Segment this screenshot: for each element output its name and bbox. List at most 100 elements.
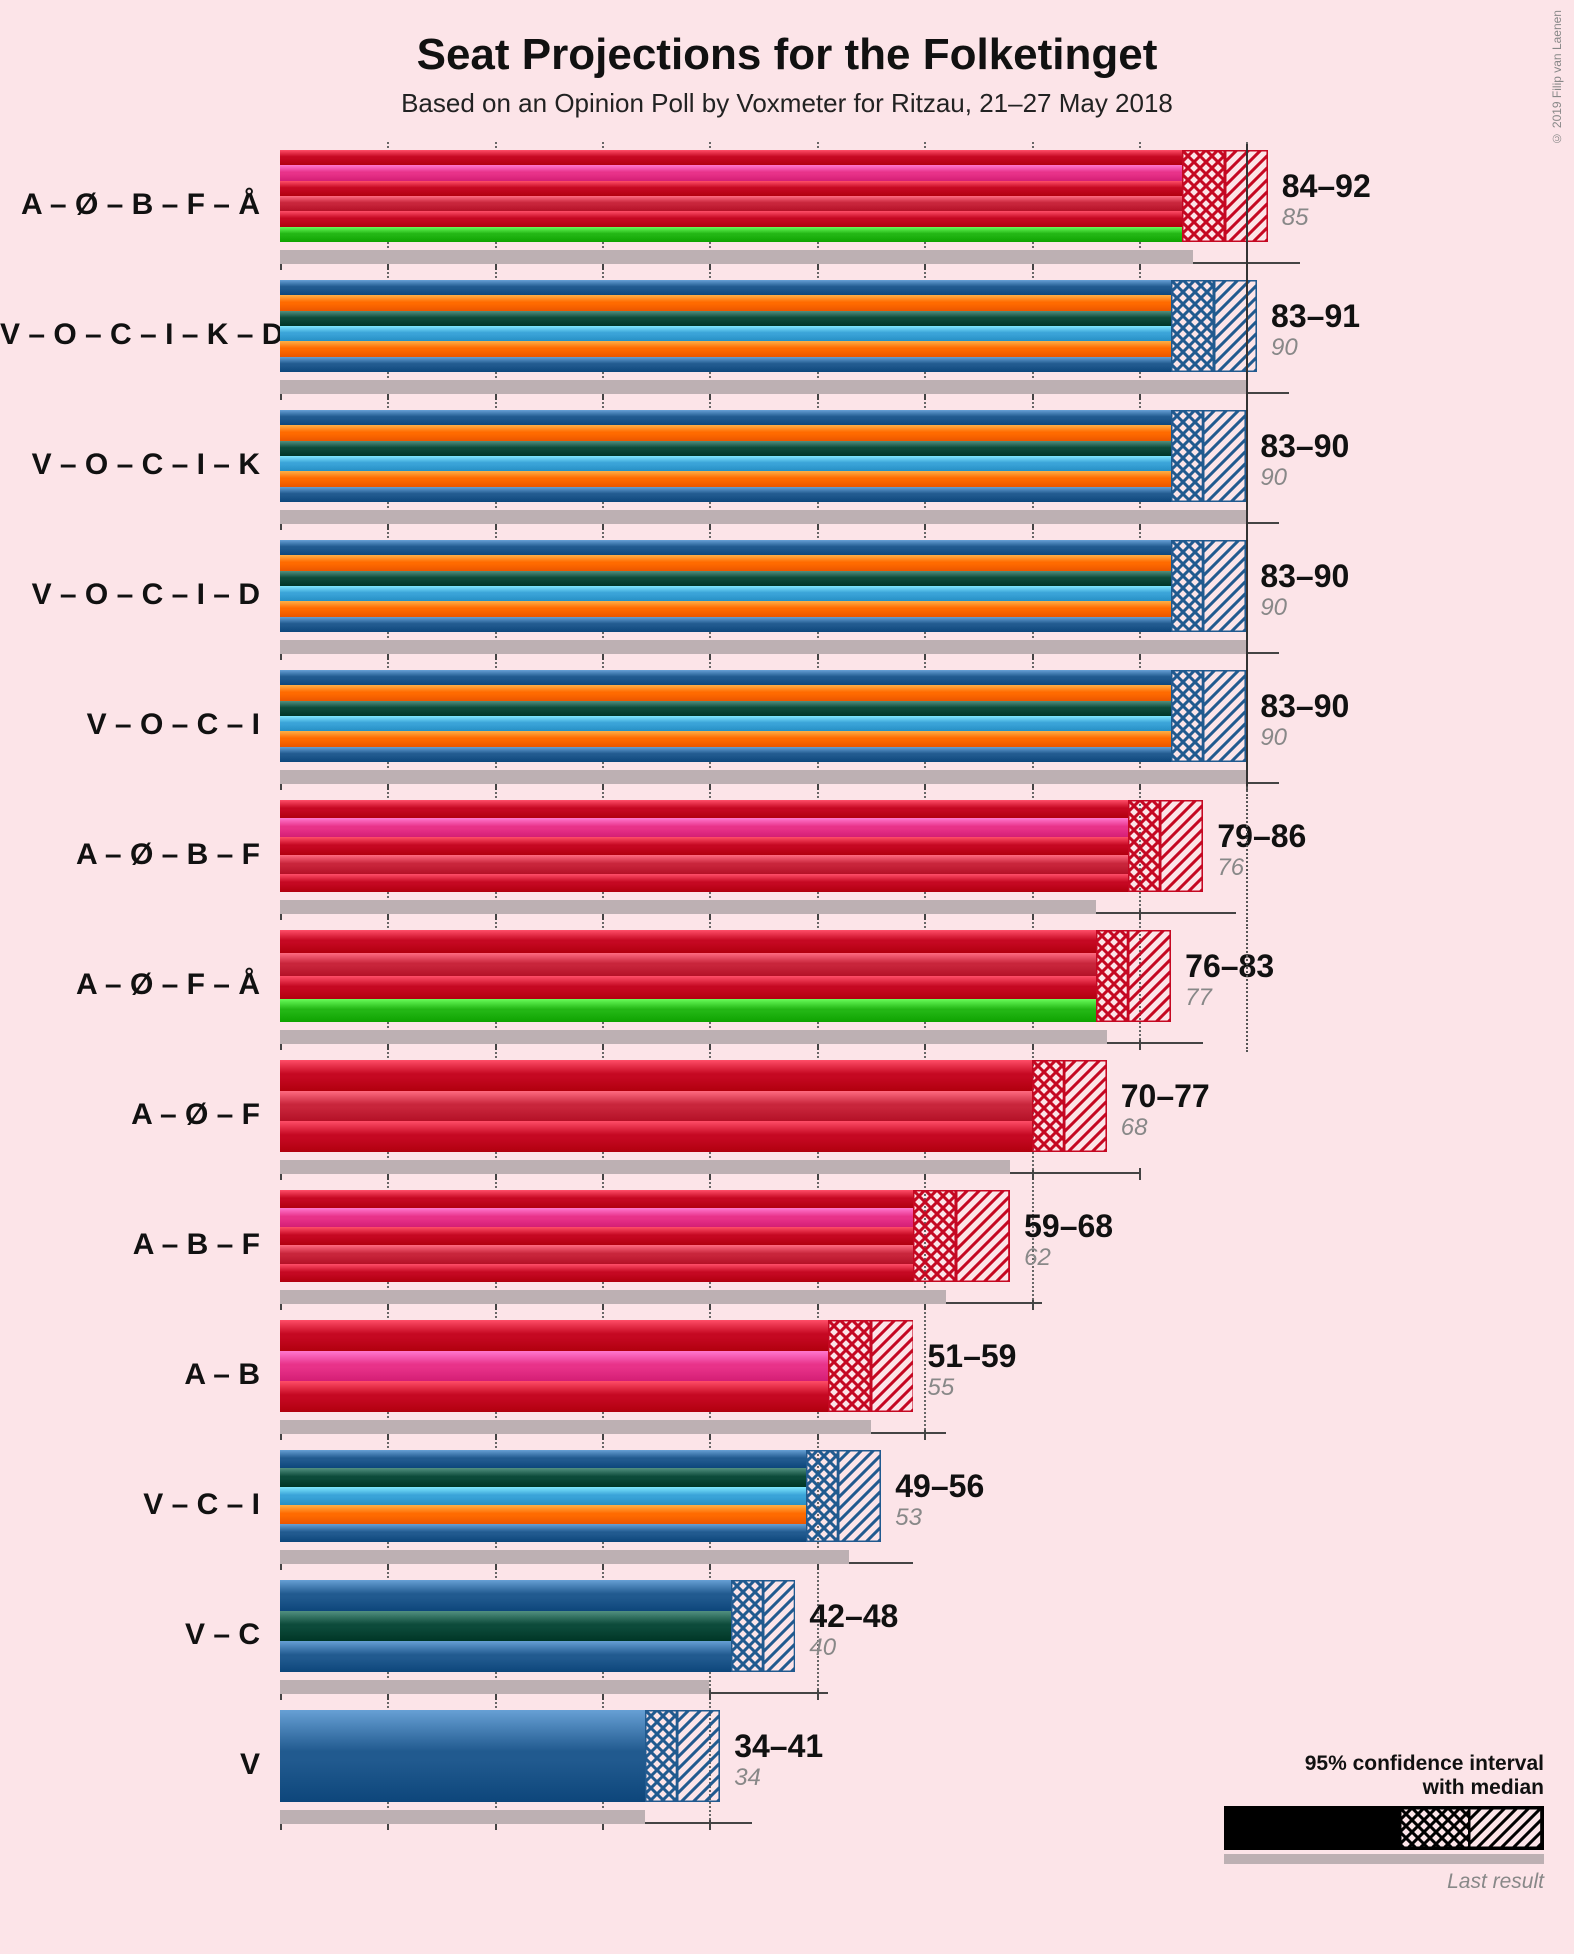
last-result-bar [280,640,1246,654]
last-result-label: 85 [1282,204,1309,232]
party-stripe [280,326,1171,341]
ci-low-median [731,1580,763,1672]
party-stripe [280,1611,731,1642]
coalition-label: A – Ø – F – Å [0,968,260,1002]
coalition-row: V – O – C – I 83–9090 [280,670,1300,780]
ci-low-median [1171,410,1203,502]
party-stripe [280,341,1171,356]
legend-ci-label-2: with median [1204,1776,1544,1800]
party-stripe [280,731,1171,746]
party-stripe [280,930,1096,953]
coalition-row: A – Ø – F – Å 76–8377 [280,930,1300,1040]
party-stripe [280,181,1182,196]
coalition-row: A – Ø – F 70–7768 [280,1060,1300,1170]
coalition-row: V – C – I 49–5653 [280,1450,1300,1560]
party-stripe [280,999,1096,1022]
range-label: 83–90 [1260,558,1349,595]
party-stripe [280,685,1171,700]
legend-ci-label-1: 95% confidence interval [1204,1752,1544,1776]
ci-low-median [1171,280,1214,372]
range-label: 79–86 [1217,818,1306,855]
last-result-label: 90 [1260,464,1287,492]
coalition-row: A – Ø – B – F 79–8676 [280,800,1300,910]
range-label: 34–41 [734,1728,823,1765]
coalition-label: A – Ø – B – F [0,838,260,872]
majority-line [1246,144,1248,786]
chart-subtitle: Based on an Opinion Poll by Voxmeter for… [0,80,1574,139]
legend-last-label: Last result [1204,1870,1544,1894]
last-result-label: 90 [1271,334,1298,362]
last-result-bar [280,900,1096,914]
coalition-label: V – O – C – I – K – D [0,318,260,352]
party-stripe [280,1227,913,1245]
party-stripe [280,1091,1032,1122]
last-result-label: 55 [927,1374,954,1402]
last-result-label: 76 [1217,854,1244,882]
ci-median-high [763,1580,795,1672]
party-stripe [280,1524,806,1542]
party-stripe [280,818,1128,836]
party-stripe [280,716,1171,731]
party-stripe [280,540,1171,555]
party-stripe [280,456,1171,471]
coalition-label: A – B – F [0,1228,260,1262]
copyright-text: © 2019 Filip van Laenen [1550,10,1564,145]
chart-area: A – Ø – B – F – Å 84–9285V – O – C – I –… [280,150,1300,1840]
party-stripe [280,1381,828,1412]
range-label: 76–83 [1185,948,1274,985]
last-result-label: 90 [1260,594,1287,622]
last-result-bar [280,250,1193,264]
party-stripe [280,1320,828,1351]
last-result-bar [280,1290,946,1304]
party-stripe [280,1190,913,1208]
range-label: 49–56 [895,1468,984,1505]
coalition-label: V – O – C – I – K [0,448,260,482]
party-stripe [280,601,1171,616]
coalition-row: V – O – C – I – D 83–9090 [280,540,1300,650]
party-stripe [280,976,1096,999]
party-stripe [280,410,1171,425]
party-stripe [280,425,1171,440]
range-label: 83–91 [1271,298,1360,335]
ci-low-median [1182,150,1225,242]
last-result-label: 68 [1121,1114,1148,1142]
ci-median-high [1214,280,1257,372]
last-result-bar [280,510,1246,524]
last-result-bar [280,1160,1010,1174]
party-stripe [280,165,1182,180]
party-stripe [280,471,1171,486]
party-stripe [280,670,1171,685]
party-stripe [280,837,1128,855]
party-stripe [280,196,1182,211]
party-stripe [280,747,1171,762]
party-stripe [280,1351,828,1382]
party-stripe [280,150,1182,165]
party-stripe [280,1121,1032,1152]
party-stripe [280,1710,645,1802]
ci-median-high [1203,410,1246,502]
party-stripe [280,1060,1032,1091]
coalition-row: V – O – C – I – K – D 83–9190 [280,280,1300,390]
party-stripe [280,874,1128,892]
last-result-bar [280,1420,871,1434]
ci-low-median [806,1450,838,1542]
range-label: 70–77 [1121,1078,1210,1115]
ci-low-median [1096,930,1128,1022]
ci-median-high [838,1450,881,1542]
party-stripe [280,1641,731,1672]
ci-low-median [1128,800,1160,892]
coalition-row: V – C 42–4840 [280,1580,1300,1690]
range-label: 42–48 [809,1598,898,1635]
party-stripe [280,295,1171,310]
coalition-label: V – O – C – I [0,708,260,742]
party-stripe [280,571,1171,586]
last-result-bar [280,380,1246,394]
party-stripe [280,487,1171,502]
coalition-label: A – B [0,1358,260,1392]
party-stripe [280,211,1182,226]
coalition-label: V – C – I [0,1488,260,1522]
party-stripe [280,280,1171,295]
party-stripe [280,1245,913,1263]
last-result-bar [280,1550,849,1564]
coalition-label: V – O – C – I – D [0,578,260,612]
